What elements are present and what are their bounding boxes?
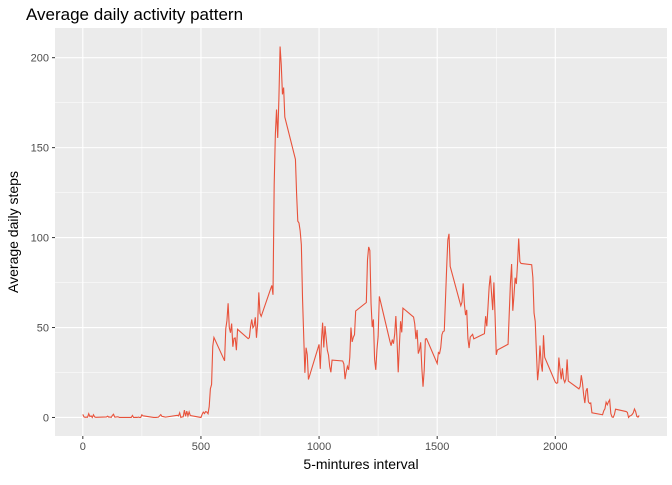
y-tick-label: 50	[37, 323, 49, 335]
chart-title: Average daily activity pattern	[26, 5, 243, 24]
x-tick-label: 2000	[543, 441, 567, 453]
panel	[55, 28, 667, 436]
y-axis-label: Average daily steps	[5, 171, 21, 293]
y-tick-label: 0	[43, 412, 49, 424]
x-tick-label: 0	[80, 441, 86, 453]
y-tick-label: 200	[31, 53, 49, 65]
x-axis-label: 5-mintures interval	[303, 456, 418, 472]
y-tick-label: 100	[31, 233, 49, 245]
x-tick-label: 500	[192, 441, 210, 453]
y-tick-label: 150	[31, 143, 49, 155]
data-line	[82, 46, 640, 419]
x-tick-label: 1000	[307, 441, 331, 453]
x-tick-label: 1500	[425, 441, 449, 453]
